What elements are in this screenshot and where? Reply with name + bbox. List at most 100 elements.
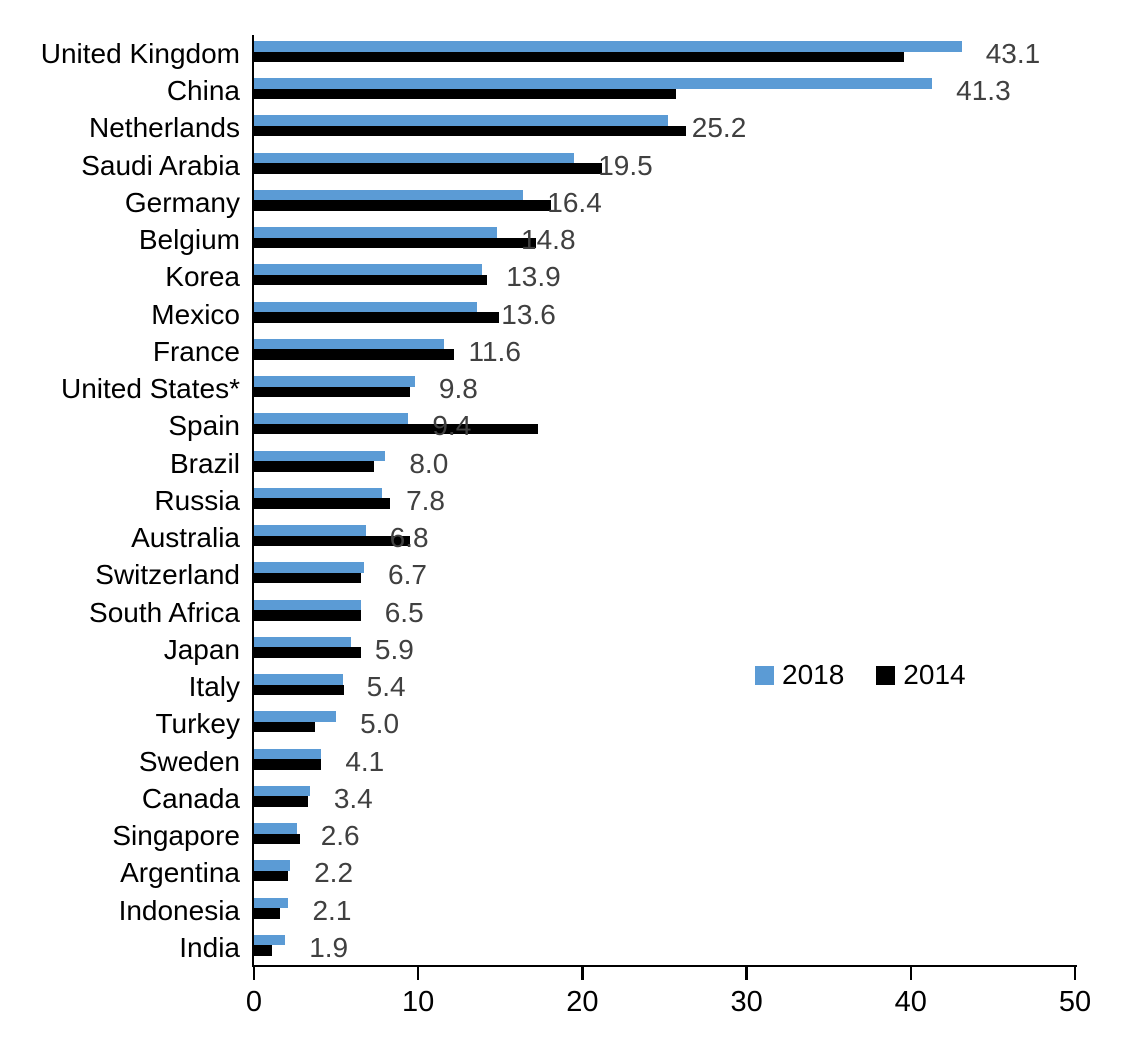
value-label: 5.0 [360, 708, 400, 740]
bar-2018 [254, 487, 383, 499]
value-label: 13.6 [501, 298, 556, 330]
value-label: 9.4 [432, 410, 472, 442]
value-label: 25.2 [691, 112, 747, 144]
category-label: South Africa [89, 596, 240, 628]
x-axis-tick [909, 964, 913, 980]
bar-2014 [254, 796, 309, 807]
bar-2014 [254, 386, 410, 398]
bar-2014 [254, 237, 537, 249]
category-label: United Kingdom [40, 38, 240, 69]
value-label: 19.5 [598, 149, 653, 181]
x-axis-tick-label: 40 [894, 986, 927, 1018]
bar-2018 [254, 227, 498, 238]
bar-2014 [254, 870, 289, 882]
bar-2018 [254, 41, 962, 52]
category-label: Italy [188, 671, 240, 703]
legend-label-2014: 2014 [903, 659, 966, 690]
bar-2014 [254, 200, 552, 211]
bar-2014 [254, 833, 300, 845]
bar-2014 [254, 498, 391, 509]
category-label: Netherlands [89, 112, 240, 144]
category-label: Japan [163, 633, 240, 665]
bar-2018 [254, 674, 343, 685]
bar-2018 [254, 748, 322, 760]
bar-2014 [254, 610, 361, 621]
bar-2018 [254, 338, 445, 350]
legend: 2018 2014 [755, 659, 966, 691]
x-axis-tick [416, 964, 420, 980]
category-label: India [179, 931, 240, 963]
category-label: Brazil [169, 447, 240, 479]
legend-label-2018: 2018 [782, 659, 845, 690]
bar-2018 [254, 264, 483, 275]
category-label: Singapore [112, 820, 240, 852]
bar-2018 [254, 785, 310, 797]
bar-2014 [254, 163, 603, 174]
value-label: 2.1 [312, 894, 352, 926]
value-label: 43.1 [985, 38, 1041, 69]
bar-2014 [254, 908, 281, 919]
x-axis-tick [745, 964, 748, 980]
category-label: Korea [165, 261, 240, 293]
value-label: 2.6 [320, 820, 360, 852]
x-axis-tick-label: 20 [566, 986, 599, 1018]
category-label: United States* [61, 373, 240, 405]
category-label: Mexico [151, 298, 240, 330]
category-label: Australia [131, 522, 240, 554]
category-label: Saudi Arabia [81, 149, 240, 181]
bar-2018 [254, 897, 289, 909]
bar-2014 [254, 684, 345, 696]
bar-2014 [254, 945, 273, 956]
bar-2018 [254, 562, 364, 573]
legend-swatch-2014 [876, 665, 896, 685]
x-axis-tick [252, 964, 256, 980]
bar-2014 [254, 51, 905, 62]
value-label: 8.0 [409, 447, 449, 479]
x-axis-tick-label: 30 [730, 986, 763, 1018]
bar-2014 [254, 461, 374, 472]
category-label: France [152, 335, 240, 367]
y-axis-line [251, 35, 254, 967]
bar-2014 [254, 349, 455, 360]
value-label: 9.8 [438, 373, 478, 405]
value-label: 6.5 [384, 596, 424, 628]
bar-2018 [254, 115, 668, 126]
value-label: 5.4 [366, 671, 406, 703]
legend-entry-2018: 2018 [755, 659, 844, 691]
bar-2018 [254, 823, 297, 834]
value-label: 14.8 [521, 224, 576, 256]
bar-2018 [254, 860, 291, 871]
bar-2014 [254, 759, 322, 770]
category-label: Canada [141, 782, 240, 814]
value-label: 13.9 [506, 261, 561, 293]
category-label: Sweden [138, 745, 240, 777]
bar-2018 [254, 301, 478, 313]
value-label: 11.6 [468, 335, 521, 367]
bar-2014 [254, 88, 676, 100]
value-label: 2.2 [314, 857, 354, 889]
bar-2018 [254, 525, 366, 536]
value-label: 7.8 [406, 484, 445, 516]
value-label: 5.9 [374, 633, 414, 665]
category-label: Turkey [155, 708, 240, 740]
category-label: Switzerland [95, 559, 240, 591]
x-axis-tick [1073, 964, 1077, 980]
category-label: China [166, 75, 240, 107]
bar-2018 [254, 636, 351, 648]
category-label: Russia [154, 484, 240, 516]
bar-2018 [254, 711, 337, 722]
bar-2018 [254, 189, 524, 201]
category-label: Indonesia [118, 894, 240, 926]
bar-2018 [254, 599, 361, 611]
bar-2014 [254, 647, 361, 658]
bar-2018 [254, 450, 386, 462]
category-label: Argentina [120, 857, 240, 889]
bar-2014 [254, 572, 361, 584]
bar-2014 [254, 274, 488, 286]
bar-2014 [254, 423, 539, 435]
bar-2018 [254, 152, 575, 164]
x-axis-tick [581, 964, 584, 980]
bar-2014 [254, 312, 499, 323]
legend-swatch-2018 [755, 665, 774, 685]
